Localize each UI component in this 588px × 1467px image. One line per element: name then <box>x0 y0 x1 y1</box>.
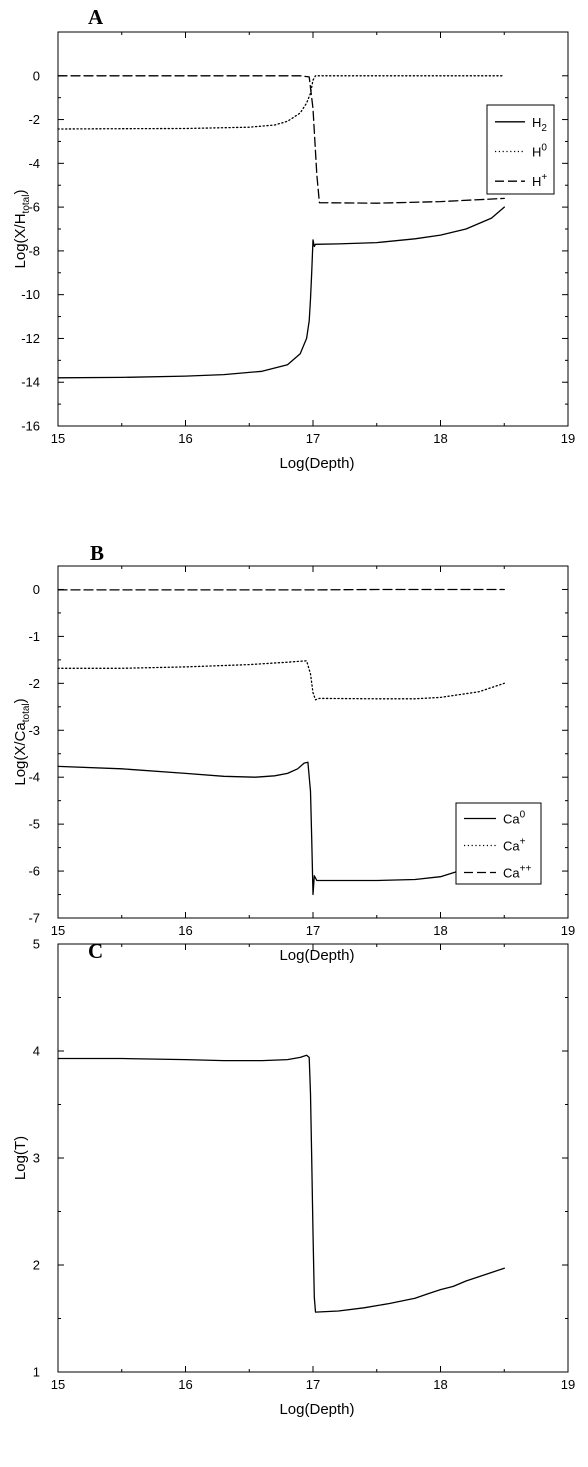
series-line-ca0 <box>57 761 505 896</box>
y-tick-label: 0 <box>33 68 40 83</box>
legend-label-script: 0 <box>520 810 526 821</box>
y-tick-label: -7 <box>28 911 40 926</box>
y-axis-title-main: Log(T) <box>12 1136 29 1180</box>
legend-label-base: H <box>532 145 541 160</box>
y-axis-title-close: ) <box>12 698 29 703</box>
x-axis-title: Log(Depth) <box>279 1401 354 1418</box>
x-tick-label: 19 <box>561 923 575 938</box>
legend-label: H2 <box>532 115 547 134</box>
x-tick-label: 17 <box>306 923 320 938</box>
y-tick-label: -1 <box>28 629 40 644</box>
x-tick-label: 19 <box>561 431 575 446</box>
legend-label-base: H <box>532 115 541 130</box>
y-axis-title-subscript: total <box>21 703 32 722</box>
x-tick-label: 17 <box>306 1377 320 1392</box>
legend-label-script: + <box>520 837 526 848</box>
y-tick-label: -5 <box>28 817 40 832</box>
series-line-h0 <box>57 75 505 130</box>
legend-label-script: 0 <box>541 143 547 154</box>
legend-label-base: Ca <box>503 866 520 881</box>
y-tick-label: 4 <box>33 1044 40 1059</box>
y-tick-label: -8 <box>28 243 40 258</box>
legend-label: H+ <box>532 172 547 189</box>
y-tick-label: 2 <box>33 1258 40 1273</box>
panel-a: A 15 16 17 18 19 -16 -14 -12 -10 -8 -6 -4 -2 0 Log(Dept… <box>12 5 575 472</box>
series-line-temperature <box>57 1054 505 1313</box>
panel-letter: B <box>90 541 104 565</box>
panel-letter: C <box>88 939 103 963</box>
y-tick-label: -2 <box>28 112 40 127</box>
y-axis-title: Log(X/Catotal) <box>12 698 32 785</box>
y-tick-label: -3 <box>28 723 40 738</box>
legend-box <box>455 802 542 885</box>
y-tick-label: -12 <box>21 331 40 346</box>
legend-label-base: Ca <box>503 839 520 854</box>
legend-label-script: + <box>541 172 547 183</box>
legend-label-base: H <box>532 174 541 189</box>
series-line-caplus <box>57 660 505 701</box>
x-tick-label: 18 <box>433 431 447 446</box>
series-line-h2 <box>57 206 505 379</box>
legend-label: Ca++ <box>503 864 531 881</box>
x-tick-label: 15 <box>51 431 65 446</box>
x-tick-label: 18 <box>433 923 447 938</box>
x-tick-label: 16 <box>178 431 192 446</box>
legend-label: Ca+ <box>503 837 526 854</box>
x-tick-label: 19 <box>561 1377 575 1392</box>
y-axis-title-main: Log(X/H <box>12 213 29 268</box>
y-tick-label: -2 <box>28 676 40 691</box>
y-axis-title: Log(X/Htotal) <box>12 190 32 269</box>
y-axis-title-close: ) <box>12 190 29 195</box>
panel-letter: A <box>88 5 104 29</box>
panel-b: B 15 16 17 18 19 -7 -6 -5 -4 -3 -2 -1 0 Log(Depth) Log(… <box>12 541 575 964</box>
y-tick-label: -4 <box>28 156 40 171</box>
legend-label: H0 <box>532 143 547 160</box>
x-tick-label: 15 <box>51 1377 65 1392</box>
y-axis-title-subscript: total <box>21 195 32 214</box>
series-line-hplus <box>57 75 505 204</box>
legend-label-script: ++ <box>520 864 532 875</box>
x-tick-label: 17 <box>306 431 320 446</box>
x-tick-label: 18 <box>433 1377 447 1392</box>
y-tick-label: -10 <box>21 287 40 302</box>
panel-c: C 15 16 17 18 19 1 2 3 4 5 Log(Depth) Log(T) <box>12 937 575 1419</box>
y-tick-label: -6 <box>28 200 40 215</box>
plot-frame <box>57 31 569 427</box>
x-tick-label: 16 <box>178 923 192 938</box>
x-tick-label: 15 <box>51 923 65 938</box>
legend-label: Ca0 <box>503 810 526 827</box>
y-tick-label: 5 <box>33 937 40 952</box>
x-axis-title: Log(Depth) <box>279 455 354 472</box>
y-tick-label: -4 <box>28 770 40 785</box>
y-axis-title: Log(T) <box>12 1136 29 1180</box>
legend-box <box>486 104 555 195</box>
y-tick-label: 3 <box>33 1151 40 1166</box>
y-tick-label: 0 <box>33 582 40 597</box>
x-axis-title: Log(Depth) <box>279 947 354 964</box>
plot-frame <box>57 943 569 1373</box>
y-tick-label: 1 <box>33 1365 40 1380</box>
x-tick-label: 16 <box>178 1377 192 1392</box>
y-axis-title-main: Log(X/Ca <box>12 722 29 786</box>
legend-label-base: Ca <box>503 812 520 827</box>
y-tick-label: -14 <box>21 375 40 390</box>
y-tick-label: -6 <box>28 864 40 879</box>
y-tick-label: -16 <box>21 419 40 434</box>
legend-label-script: 2 <box>541 123 547 134</box>
